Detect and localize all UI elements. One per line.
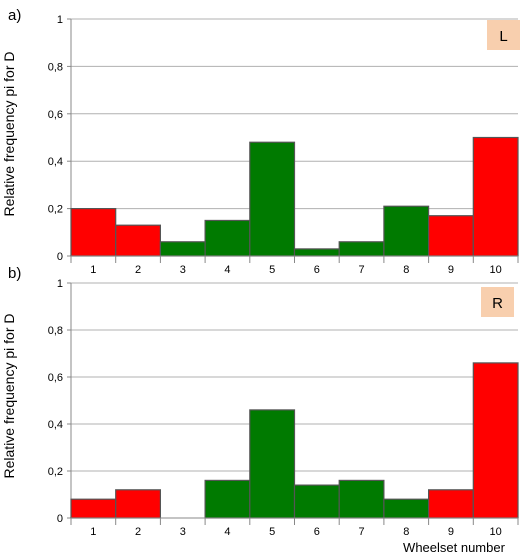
y-tick-labels: 0 0,2 0,4 0,6 0,8 1 bbox=[48, 14, 63, 263]
bar bbox=[249, 409, 296, 519]
badge-l: L bbox=[487, 20, 520, 50]
panel-label: a) bbox=[8, 7, 21, 24]
x-tick-label: 2 bbox=[135, 264, 141, 276]
badge-background bbox=[487, 20, 520, 50]
x-tick-label: 3 bbox=[180, 264, 186, 276]
y-tick-label: 0,6 bbox=[48, 372, 63, 384]
y-tick-label: 1 bbox=[57, 278, 63, 290]
badge-r: R bbox=[481, 287, 514, 317]
x-tick-label: 4 bbox=[224, 264, 230, 276]
x-tick-label: 4 bbox=[224, 526, 230, 538]
bar bbox=[249, 141, 296, 257]
x-tick-label: 7 bbox=[358, 264, 364, 276]
bar bbox=[70, 208, 117, 257]
x-tick-label: 8 bbox=[403, 264, 409, 276]
x-tick-label: 9 bbox=[448, 526, 454, 538]
x-tick-label: 6 bbox=[314, 264, 320, 276]
bar bbox=[383, 205, 430, 257]
y-tick-label: 0 bbox=[57, 513, 63, 525]
gridlines bbox=[67, 18, 518, 257]
y-tick-label: 0 bbox=[57, 251, 63, 263]
x-tick-label: 6 bbox=[314, 526, 320, 538]
x-tick-label: 5 bbox=[269, 526, 275, 538]
bars bbox=[70, 136, 519, 263]
bars bbox=[70, 362, 519, 525]
bar bbox=[70, 498, 117, 519]
x-axis-label: Wheelset number bbox=[403, 540, 506, 555]
y-tick-label: 0,8 bbox=[48, 61, 63, 73]
x-tick-labels: 1 2 3 4 5 6 7 8 9 10 bbox=[90, 264, 501, 276]
bar bbox=[204, 479, 251, 519]
bar bbox=[293, 248, 340, 257]
bar bbox=[115, 224, 161, 257]
x-tick-labels: 1 2 3 4 5 6 7 8 9 10 bbox=[90, 526, 501, 538]
x-tick-label: 5 bbox=[269, 264, 275, 276]
badge-text: L bbox=[499, 28, 507, 45]
x-tick-label: 3 bbox=[180, 526, 186, 538]
y-tick-label: 0,2 bbox=[48, 466, 63, 478]
x-tick-label: 10 bbox=[490, 526, 502, 538]
y-tick-label: 0,4 bbox=[48, 156, 63, 168]
badge-background bbox=[481, 287, 514, 317]
bar bbox=[293, 484, 340, 519]
bar bbox=[338, 479, 385, 519]
bar bbox=[159, 241, 206, 257]
bar bbox=[115, 489, 161, 519]
y-tick-label: 0,2 bbox=[48, 204, 63, 216]
x-tick-label: 8 bbox=[403, 526, 409, 538]
x-tick-label: 1 bbox=[90, 526, 96, 538]
bar bbox=[472, 136, 519, 257]
y-tick-labels: 0 0,2 0,4 0,6 0,8 1 bbox=[48, 278, 63, 525]
y-tick-label: 0,6 bbox=[48, 109, 63, 121]
chart-panel-b: b) 0 0,2 0,4 0,6 0,8 1 1 2 3 4 5 6 7 8 9 10 R Relative… bbox=[1, 265, 519, 555]
x-tick-label: 1 bbox=[90, 264, 96, 276]
y-tick-label: 0,8 bbox=[48, 325, 63, 337]
bar bbox=[338, 241, 385, 257]
bar bbox=[383, 498, 430, 519]
x-tick-label: 9 bbox=[448, 264, 454, 276]
x-tick-label: 7 bbox=[358, 526, 364, 538]
bar bbox=[472, 362, 519, 519]
badge-text: R bbox=[492, 295, 503, 312]
x-tick-label: 2 bbox=[135, 526, 141, 538]
y-tick-label: 1 bbox=[57, 14, 63, 26]
y-tick-label: 0,4 bbox=[48, 419, 63, 431]
y-axis-label: Relative frequency pi for D bbox=[1, 52, 17, 217]
chart-panel-a: a) 0 0,2 0,4 0,6 0,8 1 1 2 3 4 5 6 7 8 9 10 L Relative… bbox=[1, 7, 520, 276]
panel-label: b) bbox=[8, 265, 21, 282]
x-tick-label: 10 bbox=[490, 264, 502, 276]
bar bbox=[428, 215, 474, 257]
bar bbox=[428, 489, 474, 519]
bar bbox=[204, 219, 251, 257]
y-axis-label: Relative frequency pi for D bbox=[1, 314, 17, 479]
